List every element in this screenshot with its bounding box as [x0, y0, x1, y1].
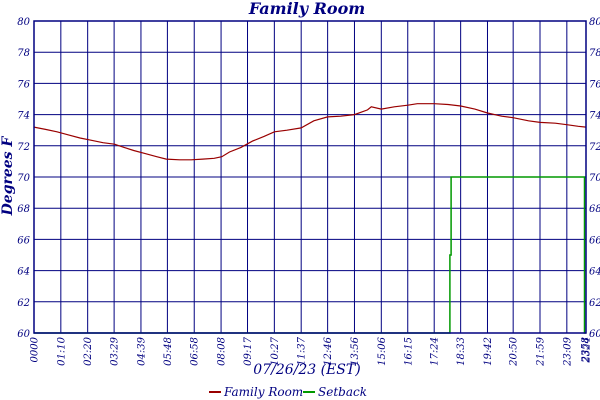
y-tick-label-right: 74 [589, 111, 600, 122]
y-tick-label-right: 70 [589, 173, 600, 184]
y-tick-label: 76 [17, 79, 30, 90]
x-tick-label: 0000 [30, 336, 41, 362]
y-tick-label-right: 64 [589, 267, 600, 278]
x-tick-label: 11:37 [297, 336, 308, 365]
y-tick-label-right: 78 [589, 48, 600, 59]
y-tick-label: 60 [17, 329, 30, 340]
y-tick-label-right: 66 [589, 235, 600, 246]
x-tick-label: 23:09 [562, 336, 573, 366]
x-tick-label: 01:10 [56, 336, 67, 365]
y-tick-label: 70 [17, 173, 30, 184]
x-tick-label: 20:50 [509, 336, 520, 366]
x-tick-label: 2324 [582, 337, 593, 363]
legend-label: Family Room [223, 385, 303, 399]
x-tick-label: 06:58 [190, 337, 201, 366]
x-tick-label: 05:48 [163, 337, 174, 366]
x-tick-label: 15:06 [377, 336, 388, 365]
x-tick-label: 02:20 [83, 336, 94, 365]
x-tick-label: 04:39 [136, 336, 147, 365]
y-tick-label-right: 60 [589, 329, 600, 340]
series-line-family-room [33, 103, 587, 161]
y-tick-label: 64 [17, 267, 30, 278]
x-tick-label: 08:08 [217, 337, 228, 366]
x-tick-label: 21:59 [536, 336, 547, 366]
x-tick-label: 19:42 [483, 337, 494, 366]
x-tick-label: 09:17 [243, 336, 254, 365]
y-tick-label-right: 72 [589, 142, 600, 153]
plot-frame [33, 20, 587, 334]
y-tick-label-right: 68 [589, 204, 600, 215]
legend-label: Setback [318, 385, 367, 399]
y-tick-label: 80 [17, 17, 30, 28]
x-tick-label: 17:24 [430, 337, 441, 366]
x-tick-label: 03:29 [110, 336, 121, 365]
y-tick-label: 74 [17, 111, 30, 122]
y-axis-label: Degrees F [0, 136, 16, 217]
chart-title: Family Room [248, 0, 365, 18]
y-tick-label-right: 76 [589, 79, 600, 90]
x-tick-label: 12:46 [323, 336, 334, 365]
y-tick-label: 62 [17, 298, 30, 309]
y-tick-label-right: 80 [589, 17, 600, 28]
series-lines [33, 103, 587, 334]
x-tick-label: 16:15 [403, 337, 414, 366]
y-tick-label: 72 [17, 142, 30, 153]
x-tick-label: 10:27 [270, 336, 281, 365]
x-axis-label: 07/26/23 (EST) [253, 362, 360, 378]
y-tick-label: 68 [17, 204, 30, 215]
y-tick-label-right: 62 [589, 298, 600, 309]
x-tick-label: 2358 [581, 337, 592, 363]
x-tick-labels: 0000 01:10 02:20 03:29 04:39 05:48 06:58 08:08 0… [30, 336, 593, 366]
y-tick-label: 78 [17, 48, 30, 59]
y-tick-labels-left: 60 62 64 66 68 70 72 74 76 78 80 [17, 17, 30, 340]
legend: Family Room Setback [209, 385, 367, 399]
series-line-setback [34, 176, 586, 334]
x-tick-label: 18:33 [456, 337, 467, 366]
y-tick-labels-right: 60 62 64 66 68 70 72 74 76 78 80 [589, 17, 600, 340]
x-tick-label: 13:56 [350, 336, 361, 365]
y-tick-label: 66 [17, 235, 30, 246]
